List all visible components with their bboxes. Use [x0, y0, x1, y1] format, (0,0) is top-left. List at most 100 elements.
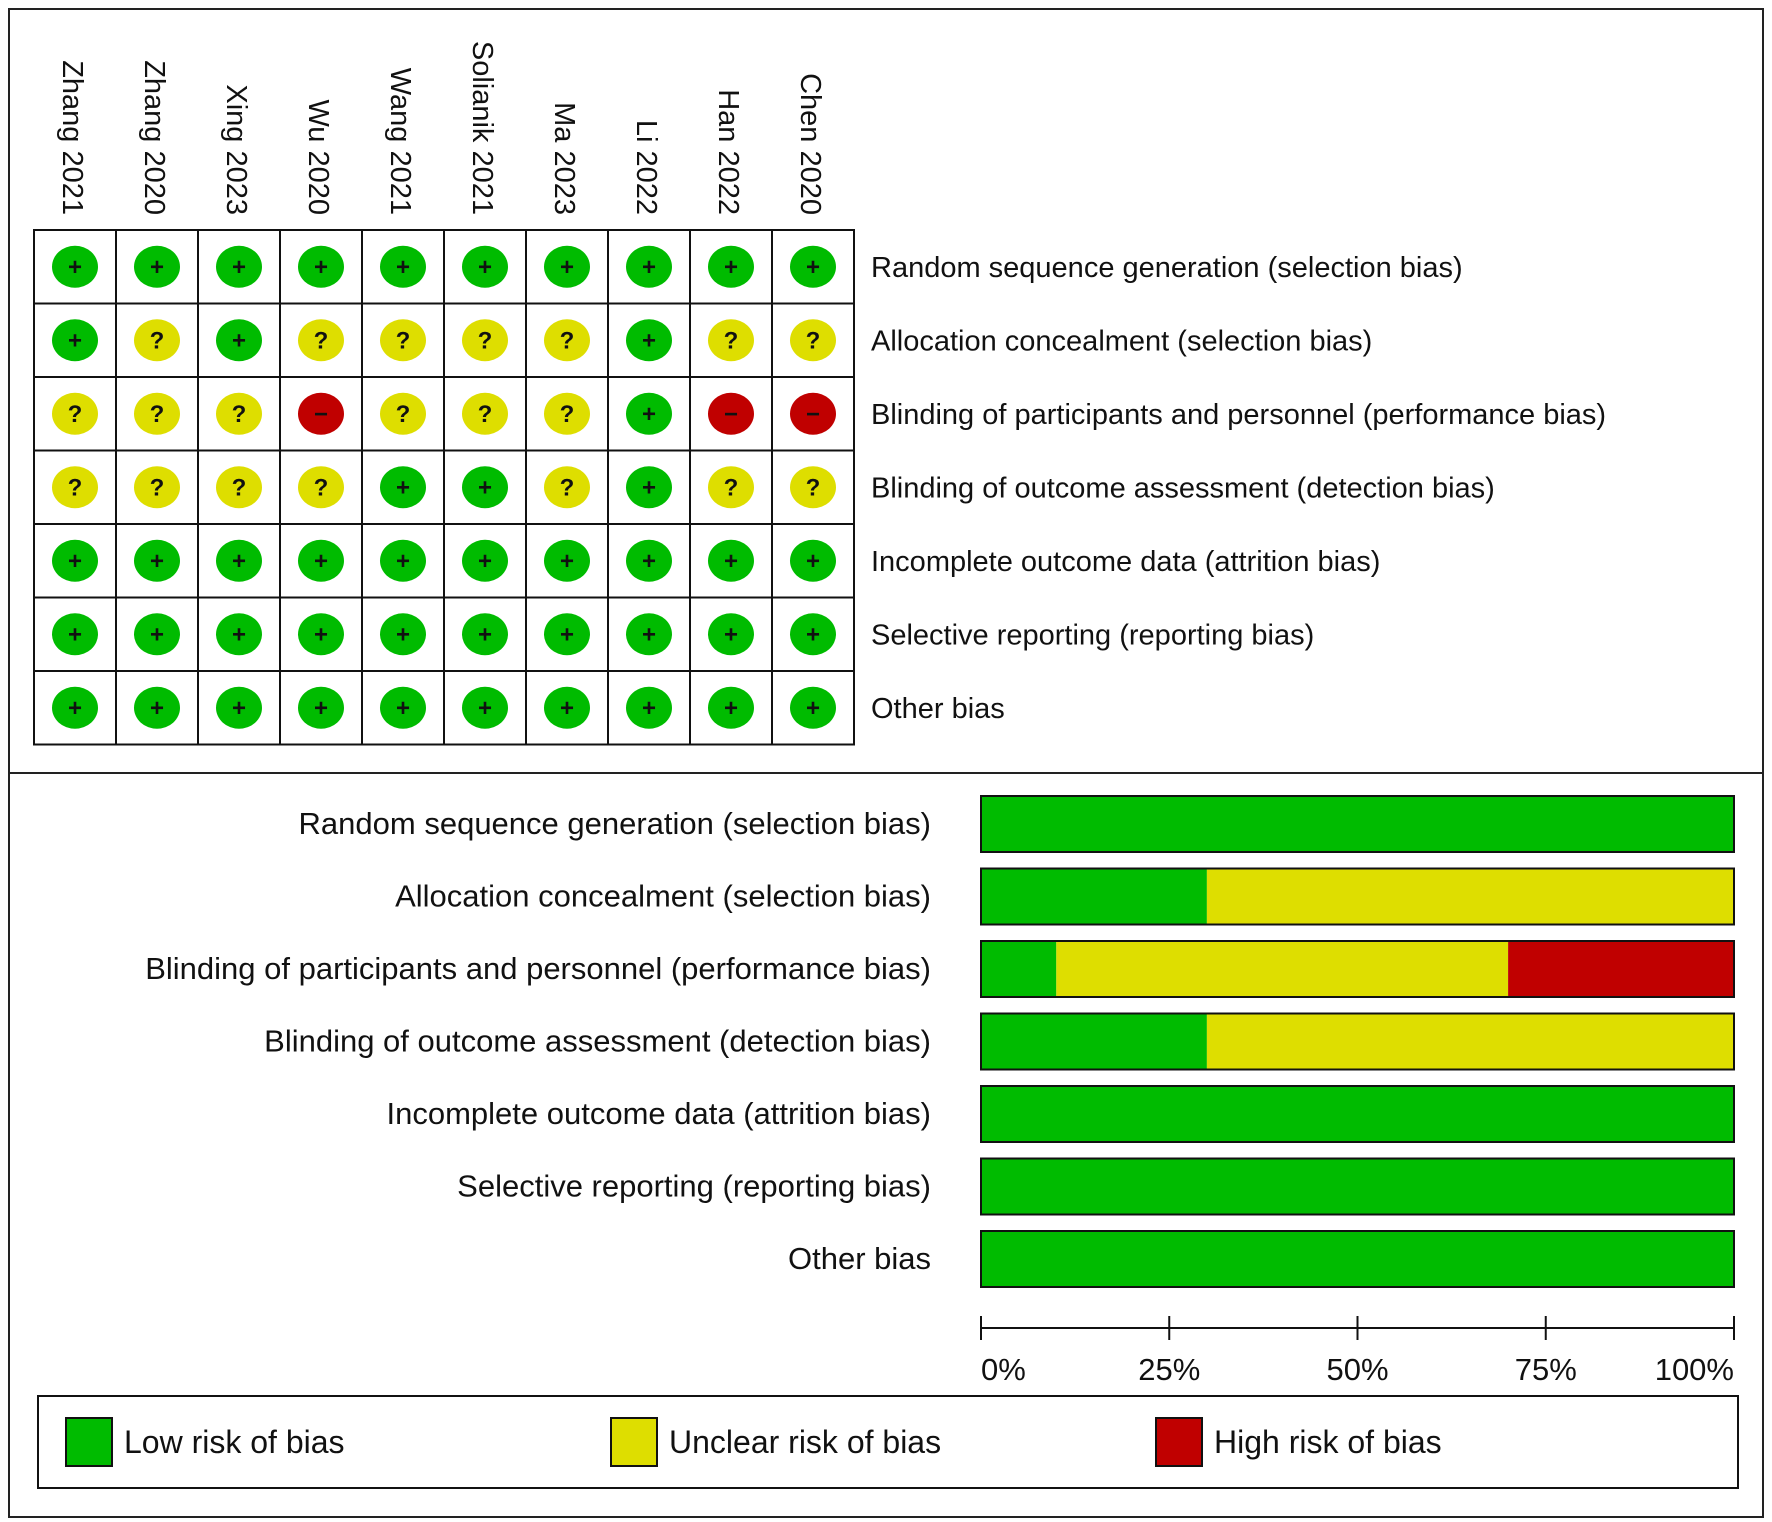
judgement-unclear-icon — [380, 392, 426, 435]
judgement-unclear-icon — [380, 319, 426, 362]
judgement-unclear-icon — [134, 466, 180, 509]
judgement-low-icon — [462, 613, 508, 656]
judgement-symbol: + — [478, 254, 492, 281]
judgement-unclear-icon — [790, 319, 836, 362]
judgement-low-icon — [544, 686, 590, 729]
judgement-symbol: + — [478, 621, 492, 648]
judgement-symbol: + — [150, 254, 164, 281]
study-label: Chen 2020 — [794, 73, 826, 215]
judgement-low-icon — [708, 686, 754, 729]
judgement-low-icon — [462, 245, 508, 288]
judgement-symbol: + — [150, 695, 164, 722]
domain-label: Other bias — [871, 693, 1005, 725]
bar-outline — [980, 1012, 1735, 1071]
judgement-unclear-icon — [298, 466, 344, 509]
judgement-symbol: + — [806, 254, 820, 281]
judgement-low-icon — [544, 245, 590, 288]
judgement-high-icon — [708, 392, 754, 435]
judgement-symbol: − — [806, 401, 820, 428]
category-label: Random sequence generation (selection bi… — [299, 806, 931, 841]
judgement-unclear-icon — [134, 319, 180, 362]
legend-swatch-high — [1155, 1417, 1203, 1467]
judgement-symbol: ? — [806, 327, 821, 354]
judgement-symbol: + — [642, 695, 656, 722]
domain-label: Blinding of participants and personnel (… — [871, 399, 1606, 431]
judgement-low-icon — [380, 245, 426, 288]
bar-segment-low — [981, 1013, 1207, 1070]
judgement-unclear-icon — [708, 466, 754, 509]
judgement-low-icon — [52, 319, 98, 362]
bar-outline — [980, 795, 1735, 853]
judgement-symbol: + — [806, 695, 820, 722]
study-label: Wang 2021 — [384, 68, 416, 215]
judgement-unclear-icon — [52, 392, 98, 435]
study-label: Zhang 2020 — [138, 60, 170, 215]
category-label: Blinding of outcome assessment (detectio… — [264, 1024, 931, 1059]
judgement-unclear-icon — [134, 392, 180, 435]
judgement-low-icon — [380, 539, 426, 582]
x-tick-label: 25% — [1138, 1352, 1200, 1387]
judgement-symbol: ? — [150, 401, 165, 428]
judgement-symbol: + — [232, 621, 246, 648]
x-tick-label: 50% — [1326, 1352, 1388, 1387]
judgement-unclear-icon — [216, 466, 262, 509]
judgement-unclear-icon — [298, 319, 344, 362]
judgement-symbol: ? — [232, 401, 247, 428]
judgement-low-icon — [298, 539, 344, 582]
judgement-low-icon — [216, 539, 262, 582]
judgement-high-icon — [790, 392, 836, 435]
bar-segment-low — [981, 868, 1207, 925]
bar-outline — [980, 1157, 1735, 1216]
judgement-symbol: ? — [232, 474, 247, 501]
bar-outline — [980, 867, 1735, 926]
bar-segment-unclear — [1056, 941, 1509, 997]
judgement-symbol: ? — [806, 474, 821, 501]
grid-cell — [689, 670, 773, 746]
judgement-symbol: + — [560, 621, 574, 648]
judgement-symbol: + — [642, 474, 656, 501]
risk-of-bias-graph-panel: Random sequence generation (selection bi… — [8, 772, 1764, 1518]
judgement-low-icon — [462, 466, 508, 509]
judgement-symbol: + — [396, 548, 410, 575]
judgement-symbol: ? — [478, 401, 493, 428]
judgement-unclear-icon — [462, 319, 508, 362]
judgement-symbol: + — [68, 254, 82, 281]
judgement-low-icon — [790, 245, 836, 288]
bar-segment-low — [981, 1158, 1734, 1215]
judgement-low-icon — [380, 686, 426, 729]
risk-of-bias-graph-chart: Random sequence generation (selection bi… — [37, 795, 1739, 1489]
judgement-low-icon — [790, 686, 836, 729]
judgement-unclear-icon — [462, 392, 508, 435]
judgement-low-icon — [134, 539, 180, 582]
judgement-symbol: ? — [478, 327, 493, 354]
judgement-unclear-icon — [708, 319, 754, 362]
judgement-low-icon — [216, 686, 262, 729]
study-label: Li 2022 — [630, 120, 662, 215]
judgement-symbol: + — [314, 548, 328, 575]
judgement-symbol: − — [314, 401, 328, 428]
legend-swatch-low — [65, 1417, 113, 1467]
x-tick-label: 0% — [981, 1352, 1026, 1387]
category-label: Selective reporting (reporting bias) — [457, 1169, 931, 1204]
judgement-low-icon — [462, 539, 508, 582]
judgement-unclear-icon — [544, 392, 590, 435]
category-label: Other bias — [788, 1241, 931, 1276]
judgement-low-icon — [380, 466, 426, 509]
judgement-low-icon — [708, 613, 754, 656]
judgement-symbol: + — [724, 621, 738, 648]
judgement-symbol: + — [560, 548, 574, 575]
judgement-symbol: + — [642, 548, 656, 575]
judgement-symbol: + — [396, 254, 410, 281]
judgement-symbol: + — [642, 254, 656, 281]
grid-cell — [607, 376, 691, 452]
judgement-low-icon — [216, 319, 262, 362]
judgement-low-icon — [708, 539, 754, 582]
judgement-low-icon — [134, 613, 180, 656]
judgement-low-icon — [52, 539, 98, 582]
study-label: Han 2022 — [712, 89, 744, 215]
judgement-symbol: + — [396, 474, 410, 501]
judgement-unclear-icon — [52, 466, 98, 509]
judgement-symbol: + — [478, 474, 492, 501]
judgement-symbol: + — [724, 695, 738, 722]
